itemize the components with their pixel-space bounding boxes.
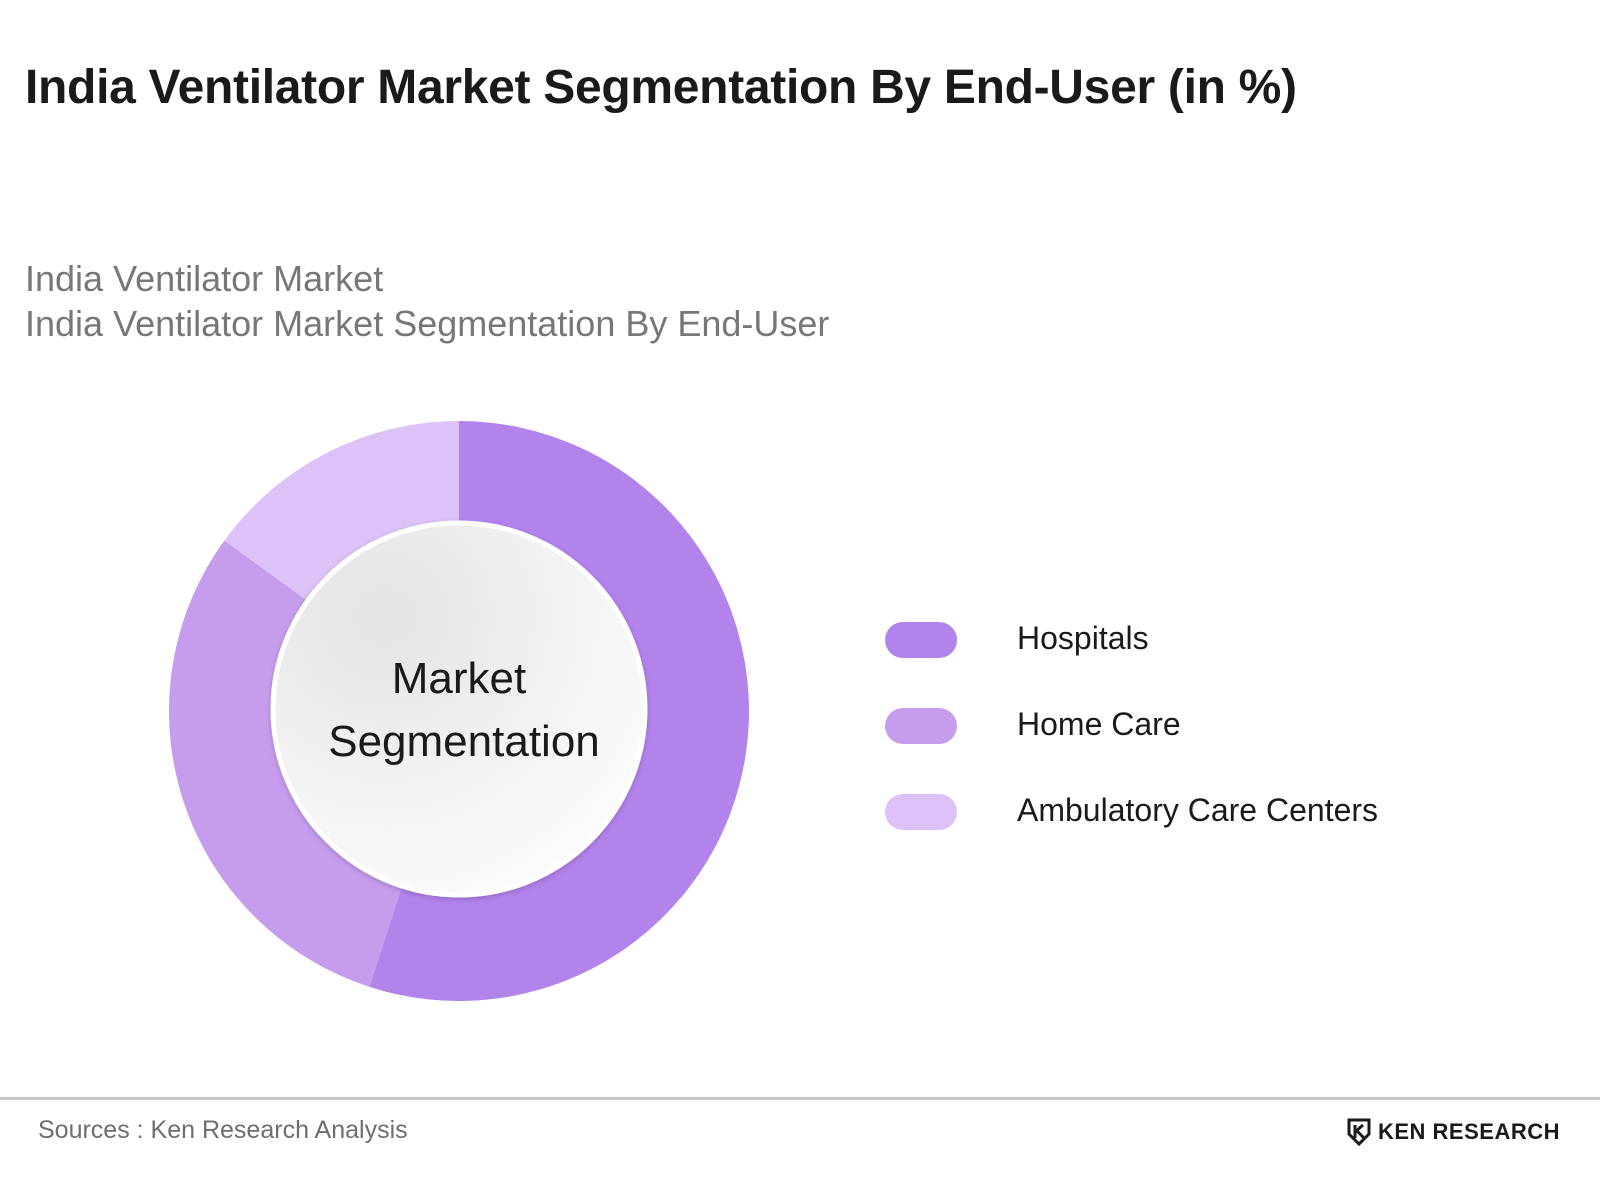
donut-slice-hospitals xyxy=(369,421,750,1002)
donut-chart: Market Segmentation xyxy=(168,421,750,1002)
sources-note: Sources : Ken Research Analysis xyxy=(38,1116,408,1144)
legend-label: Hospitals xyxy=(1017,620,1149,656)
ken-research-logo-icon xyxy=(1347,1118,1371,1146)
legend-label: Ambulatory Care Centers xyxy=(1017,792,1379,828)
legend-swatch xyxy=(885,622,957,658)
footer-divider xyxy=(0,1097,1600,1100)
chart-subtitle-line-2: India Ventilator Market Segmentation By … xyxy=(25,303,830,344)
chart-title: India Ventilator Market Segmentation By … xyxy=(25,61,1297,114)
brand-name: KEN RESEARCH xyxy=(1377,1119,1560,1144)
legend-swatch xyxy=(885,794,957,830)
legend-swatch xyxy=(885,708,957,744)
center-label-line-1: Market xyxy=(392,654,526,703)
donut-center-disc xyxy=(270,520,648,898)
chart-subtitle-line-1: India Ventilator Market xyxy=(25,258,384,299)
center-label-line-2: Segmentation xyxy=(328,717,600,766)
brand-logo: KEN RESEARCH xyxy=(1346,1118,1560,1146)
legend-label: Home Care xyxy=(1017,706,1181,742)
